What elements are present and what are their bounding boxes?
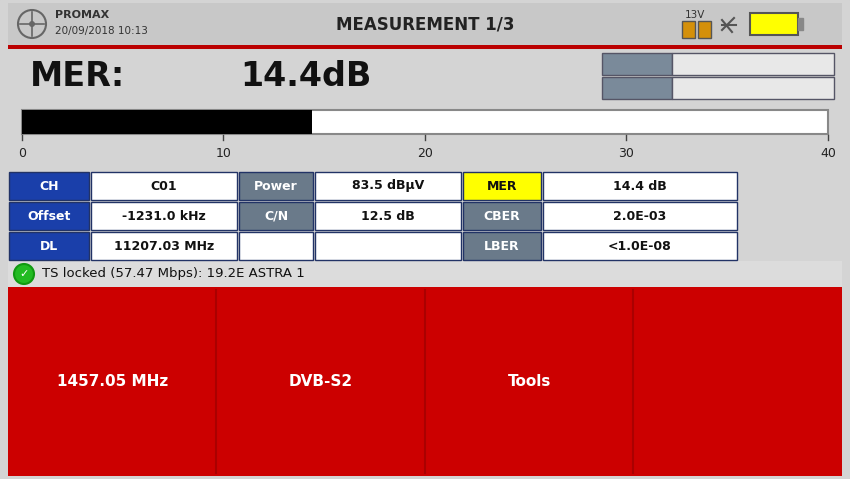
Text: 10: 10 (216, 147, 231, 160)
Text: 13V: 13V (685, 10, 706, 20)
Text: LBER: LBER (484, 240, 520, 252)
Text: C01: C01 (150, 180, 178, 193)
Text: 83.5 dBμV: 83.5 dBμV (352, 180, 424, 193)
Text: MEASUREMENT 1/3: MEASUREMENT 1/3 (336, 15, 514, 33)
FancyBboxPatch shape (9, 172, 89, 200)
Text: DVB-S2: DVB-S2 (289, 374, 353, 389)
Text: TS locked (57.47 Mbps): 19.2E ASTRA 1: TS locked (57.47 Mbps): 19.2E ASTRA 1 (42, 267, 305, 281)
FancyBboxPatch shape (8, 45, 842, 49)
FancyBboxPatch shape (698, 21, 711, 38)
Text: 20: 20 (417, 147, 433, 160)
Text: 14.4dB: 14.4dB (240, 60, 371, 93)
Text: 30: 30 (619, 147, 634, 160)
Text: ✓: ✓ (20, 269, 29, 279)
FancyBboxPatch shape (8, 287, 842, 476)
FancyBboxPatch shape (91, 172, 237, 200)
Circle shape (14, 264, 34, 284)
Text: PROMAX: PROMAX (55, 10, 110, 20)
Text: MER:: MER: (30, 60, 125, 93)
FancyBboxPatch shape (8, 261, 842, 287)
Text: 100.0 dBμV: 100.0 dBμV (714, 57, 791, 70)
Text: Offset: Offset (27, 209, 71, 223)
Text: Power: Power (254, 180, 298, 193)
FancyBboxPatch shape (602, 77, 672, 99)
FancyBboxPatch shape (239, 172, 313, 200)
FancyBboxPatch shape (602, 53, 672, 75)
FancyBboxPatch shape (9, 232, 89, 260)
FancyBboxPatch shape (22, 110, 312, 134)
FancyBboxPatch shape (672, 53, 834, 75)
FancyBboxPatch shape (315, 172, 461, 200)
Text: 12.5 dB: 12.5 dB (361, 209, 415, 223)
FancyBboxPatch shape (682, 21, 695, 38)
Text: CH: CH (39, 180, 59, 193)
Text: DL: DL (40, 240, 58, 252)
Text: 20/09/2018 10:13: 20/09/2018 10:13 (55, 26, 148, 36)
FancyBboxPatch shape (22, 110, 828, 134)
FancyBboxPatch shape (672, 77, 834, 99)
FancyBboxPatch shape (750, 13, 798, 35)
FancyBboxPatch shape (463, 172, 541, 200)
FancyBboxPatch shape (91, 202, 237, 230)
FancyBboxPatch shape (543, 202, 737, 230)
Text: 7.5 dB: 7.5 dB (732, 81, 774, 94)
FancyBboxPatch shape (8, 3, 842, 45)
Text: C/N: C/N (264, 209, 288, 223)
FancyBboxPatch shape (543, 232, 737, 260)
FancyBboxPatch shape (543, 172, 737, 200)
Text: 11207.03 MHz: 11207.03 MHz (114, 240, 214, 252)
FancyBboxPatch shape (239, 232, 313, 260)
FancyBboxPatch shape (8, 151, 842, 171)
Text: CBER: CBER (484, 209, 520, 223)
Text: 14.4 dB: 14.4 dB (613, 180, 667, 193)
Text: <1.0E-08: <1.0E-08 (608, 240, 672, 252)
Text: LM: LM (626, 81, 648, 94)
FancyBboxPatch shape (798, 18, 803, 30)
Text: Tools: Tools (507, 374, 551, 389)
Text: 1457.05 MHz: 1457.05 MHz (57, 374, 167, 389)
FancyBboxPatch shape (8, 106, 842, 151)
FancyBboxPatch shape (463, 202, 541, 230)
FancyBboxPatch shape (8, 171, 842, 261)
Text: Band: Band (618, 57, 656, 70)
Text: MER: MER (487, 180, 518, 193)
FancyBboxPatch shape (315, 202, 461, 230)
FancyBboxPatch shape (315, 232, 461, 260)
FancyBboxPatch shape (91, 232, 237, 260)
FancyBboxPatch shape (8, 49, 842, 104)
Text: -1231.0 kHz: -1231.0 kHz (122, 209, 206, 223)
Circle shape (29, 21, 35, 27)
FancyBboxPatch shape (9, 202, 89, 230)
FancyBboxPatch shape (239, 202, 313, 230)
FancyBboxPatch shape (463, 232, 541, 260)
Text: 2.0E-03: 2.0E-03 (614, 209, 666, 223)
Text: 0: 0 (18, 147, 26, 160)
Text: 40: 40 (820, 147, 836, 160)
